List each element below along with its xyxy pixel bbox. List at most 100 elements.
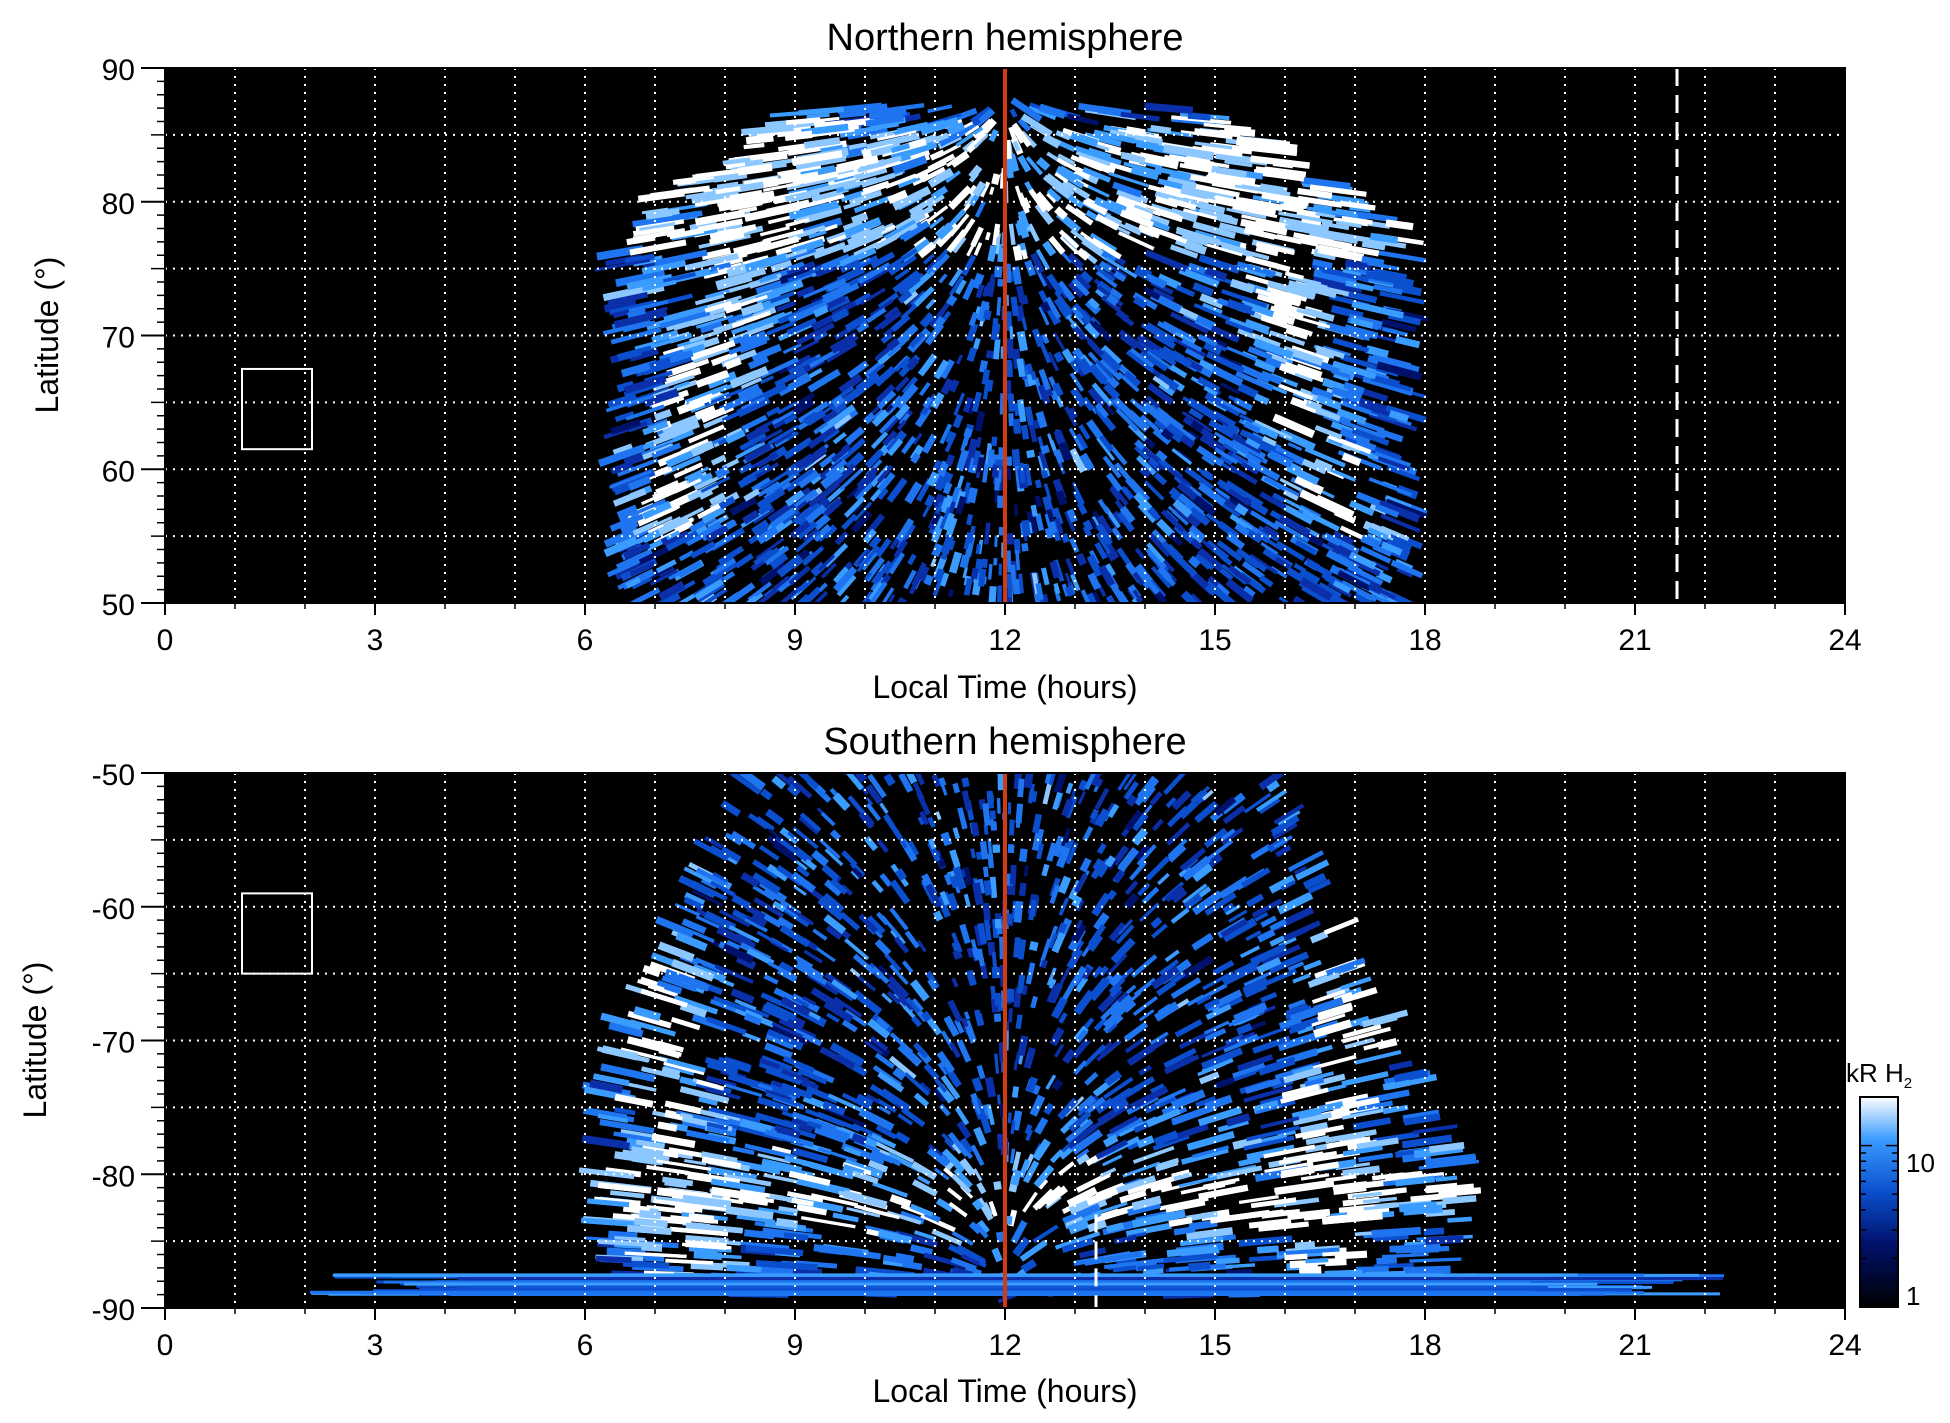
- emission-stroke: [968, 1221, 982, 1235]
- emission-stroke: [882, 430, 898, 447]
- emission-stroke: [802, 546, 824, 567]
- emission-stroke: [1026, 373, 1037, 387]
- emission-stroke: [1108, 994, 1134, 1018]
- emission-stroke: [1110, 937, 1136, 964]
- emission-stroke: [1278, 211, 1333, 225]
- emission-stroke: [1283, 498, 1310, 514]
- emission-stroke: [1182, 208, 1218, 221]
- emission-stroke: [949, 849, 961, 868]
- emission-stroke: [963, 577, 973, 596]
- emission-stroke: [1367, 355, 1408, 372]
- emission-stroke: [787, 1196, 814, 1207]
- emission-stroke: [925, 883, 942, 909]
- emission-stroke: [1172, 499, 1193, 518]
- emission-stroke: [962, 278, 977, 301]
- emission-stroke: [1279, 363, 1298, 376]
- emission-stroke: [941, 1148, 966, 1173]
- emission-stroke: [983, 522, 991, 545]
- emission-stroke: [989, 810, 996, 820]
- emission-stroke: [821, 409, 838, 424]
- emission-stroke: [629, 239, 687, 256]
- emission-stroke: [642, 279, 677, 292]
- emission-stroke: [656, 591, 681, 603]
- emission-stroke: [1292, 973, 1311, 984]
- emission-stroke: [1095, 359, 1114, 379]
- emission-stroke: [1184, 240, 1208, 255]
- emission-stroke: [605, 1167, 642, 1178]
- emission-stroke: [1278, 383, 1314, 401]
- emission-stroke: [964, 1025, 976, 1044]
- emission-stroke: [1127, 1201, 1162, 1216]
- emission-stroke: [1017, 154, 1032, 173]
- emission-stroke: [1104, 256, 1138, 279]
- emission-stroke: [1195, 183, 1240, 198]
- emission-stroke: [1245, 930, 1262, 942]
- emission-stroke: [760, 788, 773, 801]
- emission-stroke: [756, 930, 783, 948]
- emission-stroke: [1108, 397, 1122, 412]
- x-tick-label: 24: [1828, 1329, 1861, 1362]
- emission-stroke: [1221, 399, 1247, 416]
- emission-stroke: [1324, 1129, 1377, 1144]
- emission-stroke: [953, 392, 966, 416]
- emission-stroke: [767, 961, 798, 980]
- emission-stroke: [1053, 1043, 1065, 1058]
- emission-stroke: [1277, 810, 1301, 826]
- emission-stroke: [1188, 524, 1207, 541]
- emission-stroke: [1131, 827, 1148, 846]
- emission-stroke: [834, 531, 849, 546]
- emission-stroke: [1150, 565, 1172, 589]
- emission-stroke: [987, 838, 993, 861]
- emission-stroke: [927, 205, 949, 223]
- axes: 0 3 6 9 12 15 18 21 24-90-80-70-60-50: [92, 759, 1862, 1362]
- emission-stroke: [1211, 365, 1244, 387]
- emission-stroke: [664, 1100, 702, 1115]
- emission-stroke: [665, 530, 682, 543]
- emission-stroke: [931, 542, 944, 558]
- emission-stroke: [1004, 156, 1014, 179]
- emission-stroke: [779, 924, 811, 948]
- emission-stroke: [901, 376, 919, 395]
- emission-stroke: [1095, 531, 1114, 555]
- y-tick-label: -60: [92, 893, 135, 926]
- emission-stroke: [658, 419, 701, 442]
- emission-stroke: [1024, 1047, 1036, 1069]
- emission-stroke: [1180, 434, 1196, 449]
- emission-stroke: [820, 562, 837, 579]
- emission-stroke: [865, 114, 904, 127]
- emission-stroke: [1082, 166, 1112, 183]
- emission-stroke: [1027, 521, 1033, 534]
- emission-stroke: [974, 1013, 985, 1027]
- emission-stroke: [1094, 777, 1104, 788]
- emission-stroke: [1163, 1054, 1196, 1075]
- emission-stroke: [686, 1129, 730, 1145]
- emission-stroke: [1338, 567, 1363, 582]
- emission-stroke: [697, 501, 725, 519]
- emission-stroke: [678, 874, 717, 899]
- emission-stroke: [817, 897, 845, 921]
- emission-stroke: [888, 976, 910, 999]
- emission-stroke: [1012, 140, 1021, 152]
- emission-stroke: [651, 330, 677, 344]
- emission-stroke: [940, 572, 950, 587]
- emission-stroke: [1014, 504, 1018, 516]
- emission-stroke: [694, 293, 725, 306]
- emission-stroke: [1181, 338, 1203, 353]
- emission-stroke: [1006, 338, 1015, 359]
- emission-stroke: [612, 488, 647, 507]
- emission-stroke: [1066, 406, 1079, 420]
- emission-stroke: [1020, 249, 1028, 260]
- emission-stroke: [761, 1266, 795, 1276]
- emission-stroke: [1062, 1048, 1077, 1065]
- emission-stroke: [1424, 1183, 1474, 1193]
- emission-stroke: [1058, 441, 1073, 462]
- emission-stroke: [1011, 1110, 1023, 1131]
- emission-stroke: [802, 528, 819, 542]
- emission-stroke: [826, 1012, 840, 1023]
- emission-stroke: [788, 565, 811, 586]
- emission-stroke: [1121, 315, 1135, 327]
- emission-stroke: [705, 1253, 742, 1260]
- emission-stroke: [954, 1106, 970, 1126]
- emission-stroke: [748, 526, 771, 545]
- emission-stroke: [614, 1107, 636, 1116]
